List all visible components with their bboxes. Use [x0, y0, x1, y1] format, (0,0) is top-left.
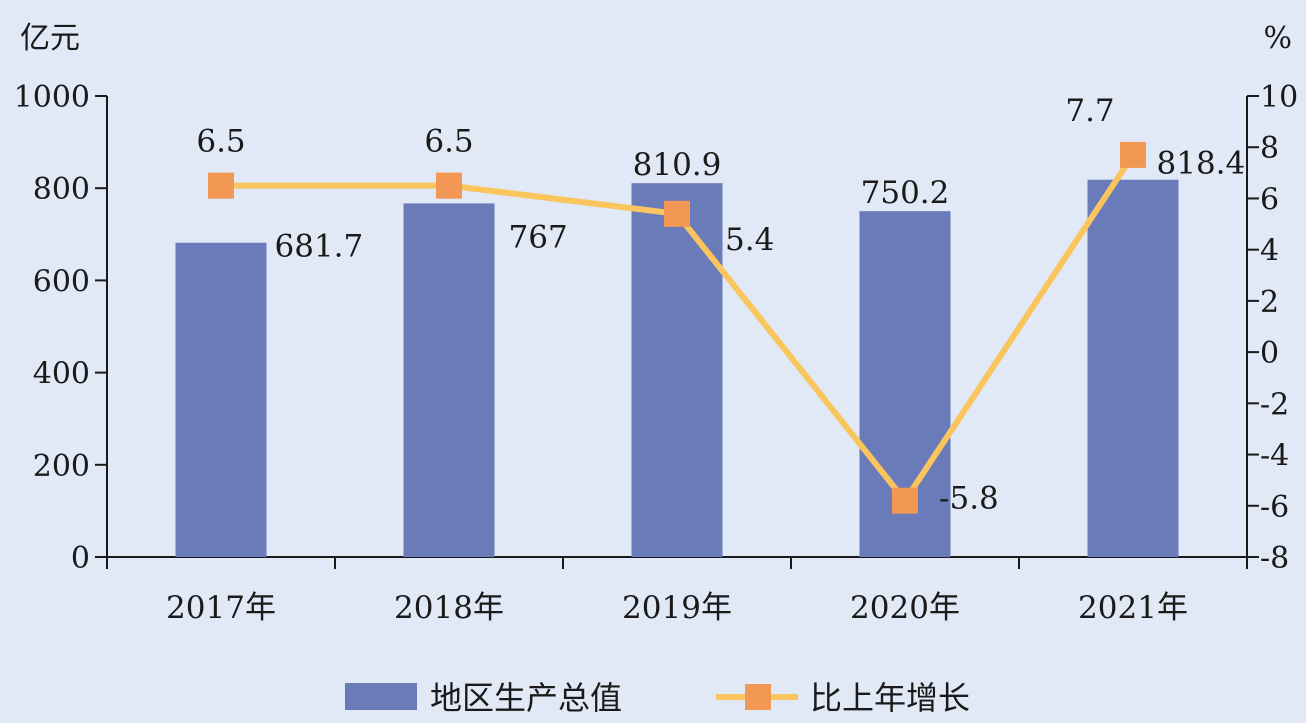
growth-value-label: -5.8	[939, 481, 999, 517]
right-tick-label: -8	[1260, 541, 1289, 576]
right-tick-label: -4	[1260, 439, 1289, 474]
growth-value-label: 7.7	[1065, 93, 1114, 129]
legend-bar-label: 地区生产总值	[430, 679, 622, 717]
bar-value-label: 767	[509, 219, 568, 255]
left-tick-label: 400	[33, 357, 90, 392]
x-category-label: 2018年	[394, 590, 504, 626]
growth-marker	[1120, 141, 1146, 168]
bar-value-label: 818.4	[1157, 146, 1246, 182]
bar	[631, 183, 723, 557]
left-tick-label: 1000	[14, 80, 90, 115]
right-axis-unit: %	[1263, 21, 1292, 56]
right-tick-label: 2	[1260, 285, 1279, 320]
growth-marker	[208, 172, 234, 199]
right-tick-label: -6	[1260, 490, 1289, 525]
x-category-label: 2020年	[850, 590, 960, 626]
bar-value-label: 750.2	[861, 175, 950, 211]
bar	[175, 242, 267, 557]
right-tick-label: 8	[1260, 131, 1279, 166]
bar	[1087, 179, 1179, 558]
x-category-label: 2021年	[1078, 590, 1188, 626]
growth-marker	[664, 200, 690, 227]
legend-marker-swatch	[745, 684, 771, 710]
right-tick-label: -2	[1260, 387, 1289, 422]
growth-value-label: 6.5	[196, 124, 245, 160]
right-tick-label: 6	[1260, 182, 1279, 217]
left-y-axis: 0 200 400 600 800 1000	[14, 80, 108, 576]
legend: 地区生产总值 比上年增长	[345, 679, 970, 717]
left-tick-label: 200	[33, 449, 90, 484]
bar	[403, 203, 495, 557]
bar-value-label: 810.9	[633, 147, 722, 183]
line-series	[208, 141, 1146, 514]
legend-line-label: 比上年增长	[810, 679, 970, 717]
x-category-label: 2019年	[622, 590, 732, 626]
growth-value-label: 6.5	[424, 124, 473, 160]
x-category-label: 2017年	[166, 590, 276, 626]
right-tick-label: 10	[1260, 80, 1298, 115]
growth-value-label: 5.4	[725, 222, 774, 258]
data-labels: 681.7 767 810.9 750.2 818.4 6.5 6.5 5.4 -5.8 7.7	[196, 93, 1245, 517]
left-axis-unit: 亿元	[20, 21, 80, 56]
left-tick-label: 600	[33, 264, 90, 299]
bar-value-label: 681.7	[275, 229, 364, 265]
right-tick-label: 4	[1260, 234, 1279, 269]
growth-marker	[892, 487, 918, 514]
right-y-axis: -8 -6 -4 -2 0 2 4 6 8 10	[1246, 80, 1298, 576]
left-tick-label: 800	[33, 172, 90, 207]
right-tick-label: 0	[1260, 336, 1279, 371]
growth-marker	[436, 172, 462, 199]
left-tick-label: 0	[71, 541, 90, 576]
legend-bar-swatch	[345, 683, 417, 710]
x-axis: 2017年 2018年 2019年 2020年 2021年	[106, 556, 1248, 626]
bar-series	[175, 179, 1179, 558]
